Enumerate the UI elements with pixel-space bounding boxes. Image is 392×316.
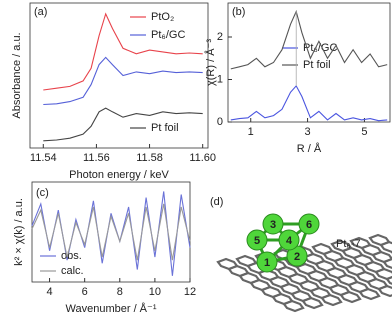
graphene-ring xyxy=(374,267,392,281)
x-tick-label: 10 xyxy=(149,286,161,298)
x-axis-label: Wavenumber / Å⁻¹ xyxy=(66,302,157,315)
panel-label: (a) xyxy=(34,6,47,18)
atom-label: 4 xyxy=(286,235,293,247)
legend-label: Pt foil xyxy=(303,59,331,71)
graphene-ring xyxy=(358,287,381,301)
series-line xyxy=(43,12,203,91)
panel-label: (c) xyxy=(36,187,49,199)
pt-atom xyxy=(298,213,320,235)
y-axis-label: k² × χ(k) / a.u. xyxy=(13,198,25,266)
plot-frame xyxy=(31,181,191,283)
atom-label: 3 xyxy=(270,219,276,231)
series-line xyxy=(230,9,388,70)
x-axis-label: R / Å xyxy=(297,142,322,155)
y-tick-label: 2 xyxy=(217,31,223,43)
legend-label: PtO₂ xyxy=(151,11,174,23)
atom-label: 2 xyxy=(294,251,300,263)
panel-label: (b) xyxy=(232,6,245,18)
atom-label: 6 xyxy=(306,219,312,231)
y-tick-label: 1 xyxy=(217,73,223,85)
atom-label: 1 xyxy=(264,257,270,269)
x-axis-label: Photon energy / keV xyxy=(69,169,169,181)
series-line xyxy=(31,203,191,261)
graphene-ring xyxy=(371,250,392,264)
x-tick-label: 5 xyxy=(361,126,367,138)
x-tick-label: 12 xyxy=(184,286,196,298)
graphene xyxy=(216,233,392,313)
y-tick-label: 0 xyxy=(217,116,223,128)
x-tick-label: 11.58 xyxy=(136,152,163,164)
graphene-ring xyxy=(320,293,343,307)
plot-frame xyxy=(29,2,209,149)
y-axis-label: Absorbance / a.u. xyxy=(11,32,23,118)
plot-frame xyxy=(227,2,391,123)
y-axis-label: χ(R) / Å⁻³ xyxy=(204,39,217,86)
legend-label: Pt₆/GC xyxy=(303,42,337,54)
graphene-ring xyxy=(382,257,392,270)
x-tick-label: 6 xyxy=(82,286,88,298)
graphene-ring xyxy=(379,240,392,254)
x-tick-label: 3 xyxy=(305,126,311,138)
legend-label: Pt foil xyxy=(151,122,179,134)
graphene-ring xyxy=(385,275,392,285)
atom-label: 5 xyxy=(254,235,260,247)
x-tick-label: 11.54 xyxy=(30,152,57,164)
graphene-ring xyxy=(339,290,362,304)
graphene-ring xyxy=(301,296,324,310)
series-line xyxy=(230,84,388,122)
legend-label: obs. xyxy=(61,250,82,262)
graphene-ring xyxy=(377,284,392,298)
series-line xyxy=(43,107,203,142)
pt-atom xyxy=(246,229,268,251)
series-line xyxy=(43,56,203,106)
pt-atom xyxy=(278,229,300,251)
x-tick-label: 4 xyxy=(46,286,52,298)
x-tick-label: 1 xyxy=(248,126,254,138)
panel-label: (d) xyxy=(210,196,223,208)
pt-atom xyxy=(262,213,284,235)
pt-atom xyxy=(256,251,278,273)
x-tick-label: 11.60 xyxy=(189,152,216,164)
legend-label: Pt₆/GC xyxy=(151,29,185,41)
x-tick-label: 11.56 xyxy=(83,152,110,164)
x-tick-label: 8 xyxy=(117,286,123,298)
graphene-ring xyxy=(282,299,305,313)
series-line xyxy=(31,191,191,276)
legend-label: calc. xyxy=(61,265,84,277)
diagram-title: Pt₆-7 xyxy=(336,238,361,250)
